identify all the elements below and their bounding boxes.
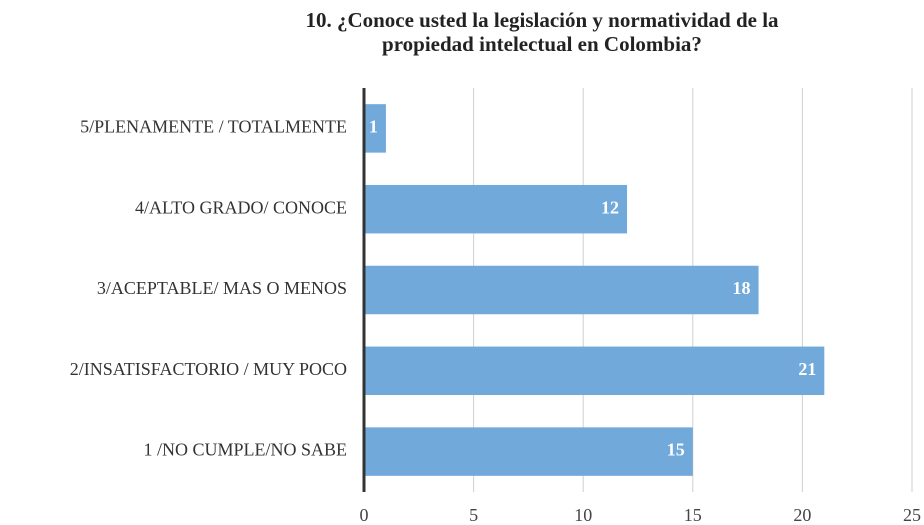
- y-tick-label: 5/PLENAMENTE / TOTALMENTE: [80, 117, 347, 137]
- x-tick-label: 0: [360, 505, 369, 525]
- bar: [364, 265, 759, 315]
- data-label: 21: [798, 359, 816, 379]
- data-label: 15: [667, 440, 685, 460]
- y-tick-label: 4/ALTO GRADO/ CONOCE: [135, 197, 347, 217]
- data-label: 1: [369, 117, 378, 137]
- x-tick-label: 20: [793, 505, 811, 525]
- x-tick-label: 25: [903, 505, 921, 525]
- y-tick-label: 3/ACEPTABLE/ MAS O MENOS: [97, 278, 347, 298]
- bar: [364, 346, 825, 396]
- y-tick-label: 2/INSATISFACTORIO / MUY POCO: [70, 359, 347, 379]
- bar: [364, 427, 693, 476]
- x-tick-label: 15: [684, 505, 702, 525]
- chart-title: 10. ¿Conoce usted la legislación y norma…: [305, 8, 779, 56]
- bar: [364, 104, 386, 153]
- x-tick-label: 5: [469, 505, 478, 525]
- bar: [364, 184, 628, 234]
- x-tick-label: 10: [574, 505, 592, 525]
- data-label: 12: [601, 197, 619, 217]
- y-tick-label: 1 /NO CUMPLE/NO SABE: [143, 440, 347, 460]
- data-label: 18: [733, 278, 751, 298]
